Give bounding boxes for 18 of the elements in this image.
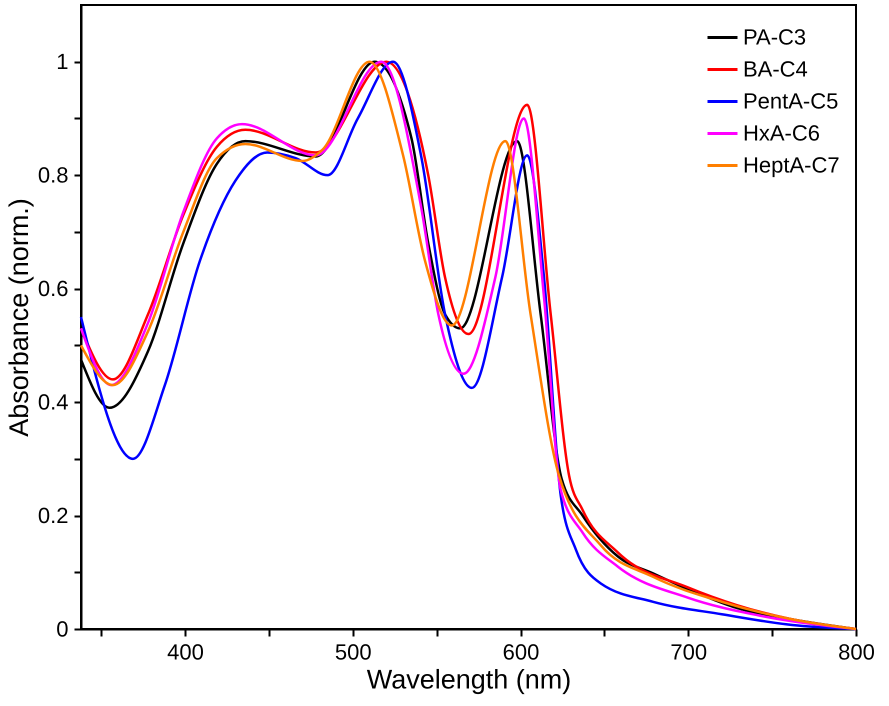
legend-label: BA-C4 <box>743 56 808 82</box>
legend-label: HxA-C6 <box>743 120 820 146</box>
y-tick-label: 1 <box>56 49 68 74</box>
y-tick-label: 0.8 <box>38 162 68 188</box>
x-tick-label: 800 <box>838 640 875 664</box>
legend-label: PA-C3 <box>743 24 806 50</box>
legend-label: HeptA-C7 <box>743 152 840 178</box>
legend-label: PentA-C5 <box>743 88 838 114</box>
x-tick-label: 500 <box>334 640 372 664</box>
y-tick-label: 0.4 <box>38 390 68 415</box>
y-tick-label: 0 <box>56 616 68 642</box>
y-tick-label: 0.6 <box>38 276 68 302</box>
x-tick-label: 700 <box>670 640 708 664</box>
y-tick-label: 0.2 <box>38 503 68 528</box>
x-tick-label: 600 <box>502 640 540 664</box>
y-axis-title: Absorbance (norm.) <box>4 198 34 437</box>
x-axis-title: Wavelength (nm) <box>366 664 572 694</box>
x-tick-label: 400 <box>167 640 204 664</box>
